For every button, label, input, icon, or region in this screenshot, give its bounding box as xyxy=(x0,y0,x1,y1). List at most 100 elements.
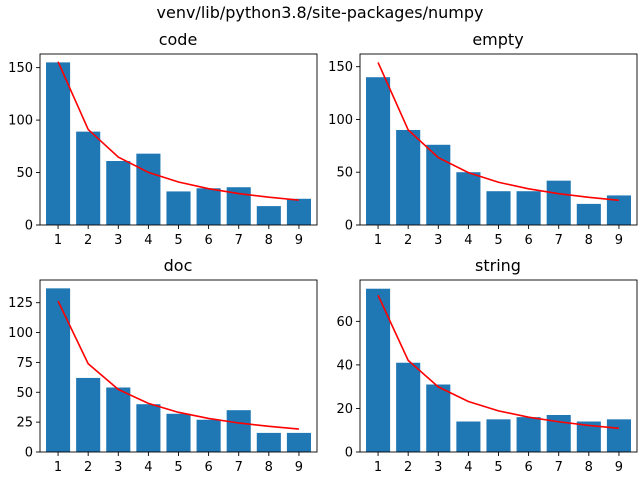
bar xyxy=(196,419,221,452)
x-tick-label: 5 xyxy=(494,233,502,248)
x-tick-label: 9 xyxy=(615,460,623,475)
subplot-code: code 1 2 3 4 5 6 7 8 9 0 50 100 150 xyxy=(8,30,318,248)
x-tick-label: 6 xyxy=(204,233,212,248)
x-tick-label: 3 xyxy=(114,233,122,248)
x-tick-label: 7 xyxy=(235,460,243,475)
x-tick-label: 5 xyxy=(494,460,502,475)
bar xyxy=(256,206,281,225)
subplot-title: empty xyxy=(472,30,523,49)
y-tick-label: 100 xyxy=(8,326,33,341)
x-tick-label: 8 xyxy=(585,460,593,475)
bar xyxy=(456,421,481,452)
bar xyxy=(196,188,221,225)
y-tick-label: 40 xyxy=(336,358,353,373)
x-tick-label: 3 xyxy=(434,233,442,248)
bar xyxy=(576,203,601,225)
x-tick-label: 2 xyxy=(84,460,92,475)
y-tick-label: 75 xyxy=(16,356,33,371)
y-tick-label: 150 xyxy=(328,60,353,75)
trend-line xyxy=(57,300,300,430)
plot-area: 1 2 3 4 5 6 7 8 9 0 50 100 150 xyxy=(328,53,638,248)
subplot-title: string xyxy=(475,256,521,275)
bar xyxy=(486,419,511,452)
x-tick-label: 3 xyxy=(434,460,442,475)
bar xyxy=(166,413,191,452)
x-tick-label: 7 xyxy=(555,460,563,475)
bar xyxy=(286,198,311,225)
trend-line xyxy=(377,294,620,430)
bar xyxy=(286,432,311,452)
x-tick-label: 6 xyxy=(524,460,532,475)
y-tick-label: 50 xyxy=(16,386,33,401)
x-tick-label: 3 xyxy=(114,460,122,475)
x-tick-label: 1 xyxy=(54,233,62,248)
y-tick-label: 100 xyxy=(328,113,353,128)
x-tick-label: 4 xyxy=(144,460,152,475)
bar xyxy=(486,191,511,225)
bar xyxy=(226,410,251,452)
bar xyxy=(516,417,541,452)
y-tick-label: 150 xyxy=(8,61,33,76)
bar xyxy=(366,288,391,452)
bar xyxy=(76,377,101,452)
x-tick-label: 1 xyxy=(374,233,382,248)
y-tick-label: 0 xyxy=(25,446,33,461)
bar xyxy=(106,387,131,452)
plot-area: 1 2 3 4 5 6 7 8 9 0 50 100 150 xyxy=(8,53,318,248)
bar xyxy=(396,362,421,452)
subplot-title: code xyxy=(159,30,198,49)
x-tick-label: 9 xyxy=(615,233,623,248)
subplot-title: doc xyxy=(164,256,193,275)
bar xyxy=(166,191,191,225)
trend-line xyxy=(377,62,620,202)
x-tick-label: 6 xyxy=(524,233,532,248)
subplot-doc: doc 1 2 3 4 5 6 7 8 9 0 25 50 75 100 125 xyxy=(8,256,318,475)
y-tick-label: 0 xyxy=(25,219,33,234)
y-tick-label: 50 xyxy=(16,166,33,181)
bar xyxy=(606,195,631,225)
bar xyxy=(76,131,101,225)
bar xyxy=(546,180,571,225)
x-tick-label: 2 xyxy=(84,233,92,248)
x-tick-label: 2 xyxy=(404,460,412,475)
x-tick-label: 1 xyxy=(54,460,62,475)
x-tick-label: 7 xyxy=(555,233,563,248)
plot-area: 1 2 3 4 5 6 7 8 9 0 25 50 75 100 125 xyxy=(8,279,318,475)
x-tick-label: 7 xyxy=(235,233,243,248)
x-tick-label: 8 xyxy=(265,233,273,248)
subplot-string: string 1 2 3 4 5 6 7 8 9 0 20 40 60 xyxy=(336,256,638,475)
bar xyxy=(606,419,631,452)
bar xyxy=(46,288,71,452)
x-tick-label: 6 xyxy=(204,460,212,475)
bar xyxy=(136,404,161,452)
x-tick-label: 8 xyxy=(585,233,593,248)
x-tick-label: 9 xyxy=(295,233,303,248)
y-tick-label: 20 xyxy=(336,402,353,417)
trend-line xyxy=(57,61,300,201)
bar xyxy=(136,153,161,225)
x-tick-label: 8 xyxy=(265,460,273,475)
x-tick-label: 4 xyxy=(464,233,472,248)
x-tick-label: 1 xyxy=(374,460,382,475)
x-tick-label: 2 xyxy=(404,233,412,248)
subplot-empty: empty 1 2 3 4 5 6 7 8 9 0 50 100 150 xyxy=(328,30,638,248)
y-tick-label: 25 xyxy=(16,416,33,431)
y-tick-label: 0 xyxy=(345,446,353,461)
x-tick-label: 9 xyxy=(295,460,303,475)
x-tick-label: 4 xyxy=(464,460,472,475)
bar xyxy=(396,130,421,225)
x-tick-label: 5 xyxy=(174,233,182,248)
bar xyxy=(516,191,541,225)
x-tick-label: 5 xyxy=(174,460,182,475)
y-tick-label: 125 xyxy=(8,296,33,311)
y-tick-label: 50 xyxy=(336,166,353,181)
plot-area: 1 2 3 4 5 6 7 8 9 0 20 40 60 xyxy=(336,279,638,475)
bar xyxy=(426,384,451,452)
figure-title: venv/lib/python3.8/site-packages/numpy xyxy=(157,3,484,22)
bar xyxy=(106,161,131,225)
x-tick-label: 4 xyxy=(144,233,152,248)
y-tick-label: 0 xyxy=(345,219,353,234)
bar xyxy=(256,432,281,452)
bar xyxy=(46,62,71,225)
